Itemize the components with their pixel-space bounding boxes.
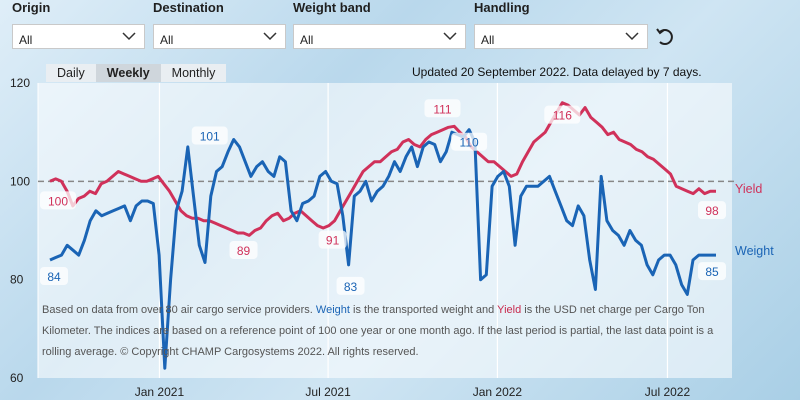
weight-series-line (49, 128, 716, 370)
chevron-down-icon (625, 32, 639, 41)
data-label-box (336, 276, 365, 295)
legend-weight: Weight (735, 244, 774, 258)
yield-data-label: 111 (433, 102, 452, 116)
handling-select[interactable]: All (474, 24, 648, 49)
data-label-box (40, 267, 68, 285)
y-tick-label: 100 (10, 174, 30, 188)
x-tick-label: Jan 2021 (135, 385, 185, 399)
period-tabs: Daily Weekly Monthly (46, 64, 227, 82)
tab-monthly[interactable]: Monthly (160, 64, 227, 82)
weight-band-select-value: All (300, 33, 314, 47)
data-label-box (318, 230, 347, 249)
yield-data-label: 89 (237, 244, 251, 258)
chevron-down-icon (122, 32, 136, 41)
data-label-box (698, 262, 726, 281)
yield-data-label: 91 (326, 234, 340, 248)
yield-data-label: 116 (553, 109, 572, 123)
x-tick-label: Jul 2021 (305, 385, 351, 399)
y-tick-label: 60 (10, 371, 24, 385)
origin-select[interactable]: All (12, 24, 145, 49)
weight-data-label: 85 (705, 265, 719, 279)
weight-data-label: 110 (460, 136, 479, 150)
note-text-3: is the USD net charge per Cargo Ton Kilo… (42, 304, 714, 358)
data-label-box (191, 126, 228, 145)
note-weight-word: Weight (315, 304, 350, 316)
data-label-box (544, 105, 581, 124)
yield-data-label: 98 (705, 204, 719, 218)
x-tick-label: Jul 2022 (645, 385, 691, 399)
weight-data-label: 101 (200, 130, 220, 144)
data-label-box (229, 240, 258, 259)
filter-label-destination: Destination (153, 0, 224, 15)
data-label-box (451, 132, 488, 151)
y-tick-label: 80 (10, 273, 24, 287)
weight-data-label: 83 (344, 280, 358, 294)
chevron-down-icon (443, 32, 457, 41)
tab-daily[interactable]: Daily (46, 64, 96, 82)
note-yield-word: Yield (497, 304, 522, 316)
note-text-1: Based on data from over 80 air cargo ser… (42, 304, 316, 316)
destination-select[interactable]: All (153, 24, 286, 49)
filter-label-weight-band: Weight band (293, 0, 371, 15)
data-label-box (698, 201, 726, 220)
tab-weekly[interactable]: Weekly (95, 64, 161, 82)
updated-notice: Updated 20 September 2022. Data delayed … (412, 65, 702, 79)
weight-data-label: 84 (47, 270, 61, 284)
yield-series-line (49, 101, 716, 237)
chart-footnote: Based on data from over 80 air cargo ser… (42, 300, 732, 363)
plot-area (38, 83, 732, 378)
x-tick-label: Jan 2022 (473, 385, 523, 399)
weight-band-select[interactable]: All (293, 24, 466, 49)
legend-yield: Yield (735, 182, 762, 196)
data-label-box (40, 191, 76, 210)
filter-label-handling: Handling (474, 0, 530, 15)
origin-select-value: All (19, 33, 33, 47)
yield-data-label: 100 (48, 194, 68, 208)
note-text-2: is the transported weight and (349, 304, 498, 316)
destination-select-value: All (160, 33, 174, 47)
filter-label-origin: Origin (12, 0, 51, 15)
chevron-down-icon (263, 32, 277, 41)
y-tick-label: 120 (10, 76, 30, 90)
reset-filters-icon[interactable] (654, 26, 676, 48)
data-label-box (424, 99, 461, 118)
handling-select-value: All (481, 33, 495, 47)
